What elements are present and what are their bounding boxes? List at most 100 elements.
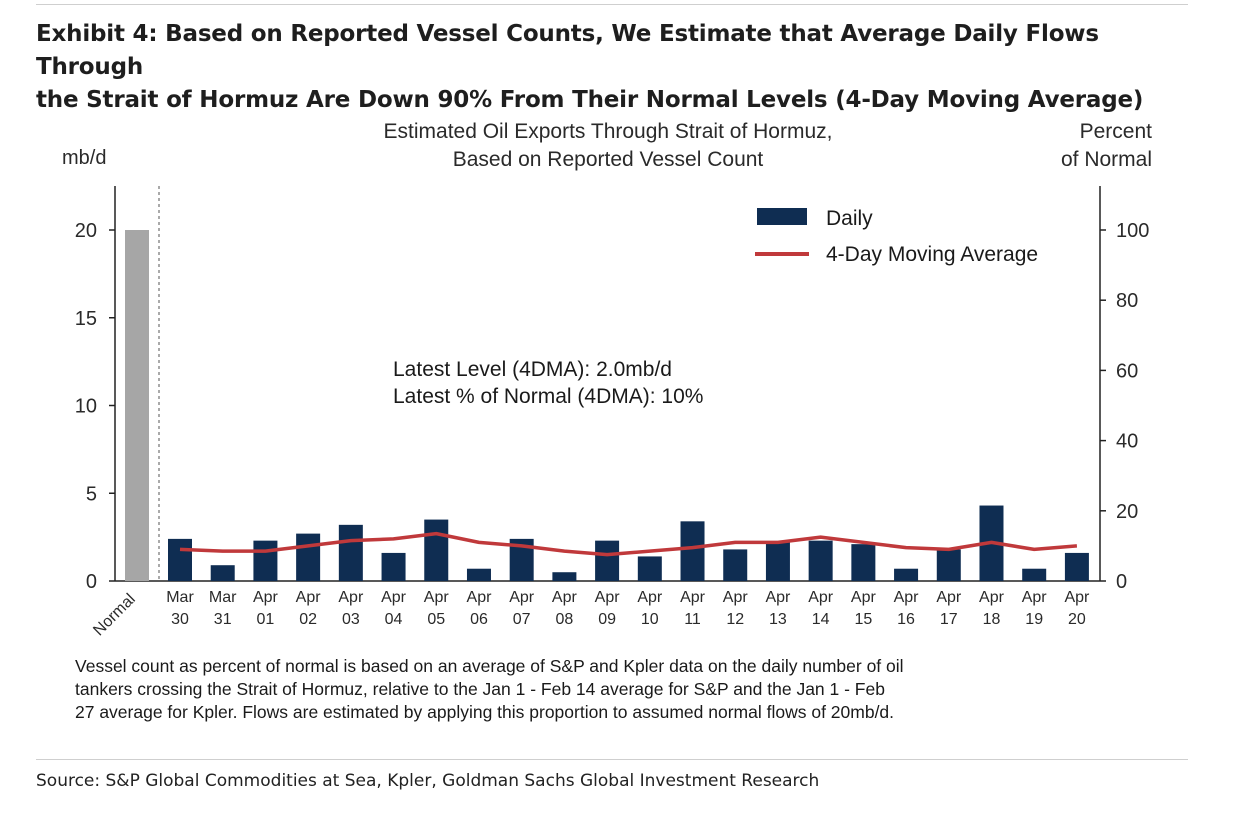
category-day-label: 18 [983, 611, 1001, 628]
category-month-label: Apr [723, 589, 749, 606]
category-day-label: 30 [171, 611, 189, 628]
category-month-label: Apr [296, 589, 322, 606]
normal-label: Normal [90, 591, 138, 639]
category-day-label: 02 [299, 611, 317, 628]
daily-bar [808, 540, 833, 581]
line-group [179, 531, 1078, 557]
category-day-label: 17 [940, 611, 958, 628]
exhibit-title-line2: the Strait of Hormuz Are Down 90% From T… [36, 87, 1144, 113]
category-month-label: Apr [424, 589, 450, 606]
annotation-latest-percent: Latest % of Normal (4DMA): 10% [393, 385, 703, 408]
right-tick-label: 80 [1116, 290, 1138, 312]
normal-bar [125, 230, 149, 581]
category-day-label: 08 [555, 611, 573, 628]
right-tick-label: 0 [1116, 571, 1127, 593]
category-month-label: Mar [166, 589, 194, 606]
category-day-label: 09 [598, 611, 616, 628]
category-day-label: 10 [641, 611, 659, 628]
daily-bar [637, 556, 662, 581]
category-day-label: 01 [257, 611, 275, 628]
daily-bar [466, 568, 491, 581]
daily-bar [851, 544, 876, 581]
category-day-label: 04 [385, 611, 403, 628]
right-tick-label: 20 [1116, 501, 1138, 523]
category-month-label: Apr [253, 589, 279, 606]
category-month-label: Apr [808, 589, 834, 606]
category-day-label: 20 [1068, 611, 1086, 628]
left-tick-label: 5 [86, 483, 97, 505]
left-tick-label: 10 [75, 396, 97, 418]
left-tick-label: 0 [86, 571, 97, 593]
category-month-label: Apr [765, 589, 791, 606]
daily-bar [723, 549, 748, 581]
bottom-rule [36, 759, 1188, 760]
exhibit-title-line1: Exhibit 4: Based on Reported Vessel Coun… [36, 21, 1099, 80]
chart-title-line1: Estimated Oil Exports Through Strait of … [383, 120, 833, 143]
category-month-label: Apr [509, 589, 535, 606]
right-tick-label: 40 [1116, 431, 1138, 453]
footnote: Vessel count as percent of normal is bas… [75, 655, 1155, 724]
legend-daily-label: Daily [826, 207, 873, 230]
category-month-label: Apr [637, 589, 663, 606]
daily-bar [424, 519, 449, 581]
category-month-label: Apr [979, 589, 1005, 606]
daily-bar [168, 538, 192, 581]
right-tick-label: 60 [1116, 360, 1138, 382]
category-day-label: 16 [897, 611, 915, 628]
category-day-label: 31 [214, 611, 232, 628]
right-tick-label: 100 [1116, 220, 1149, 242]
right-axis-unit: Percent of Normal [1061, 118, 1152, 174]
category-month-label: Apr [894, 589, 920, 606]
category-day-label: 07 [513, 611, 531, 628]
exhibit-title: Exhibit 4: Based on Reported Vessel Coun… [36, 18, 1196, 117]
legend: Daily 4-Day Moving Average [755, 207, 1038, 266]
category-day-label: 03 [342, 611, 360, 628]
source-note: Source: S&P Global Commodities at Sea, K… [36, 771, 820, 791]
footnote-line3: 27 average for Kpler. Flows are estimate… [75, 702, 895, 722]
category-day-label: 05 [427, 611, 445, 628]
chart-title-line2: Based on Reported Vessel Count [452, 148, 764, 171]
right-axis-unit-line2: of Normal [1060, 148, 1152, 171]
category-month-label: Apr [595, 589, 621, 606]
left-axis-unit: mb/d [62, 147, 107, 169]
daily-bar [894, 568, 919, 581]
category-month-label: Apr [851, 589, 877, 606]
footnote-line1: Vessel count as percent of normal is bas… [75, 656, 904, 676]
left-tick-label: 15 [75, 308, 97, 330]
daily-bar [338, 524, 363, 581]
daily-bar [253, 540, 278, 581]
category-day-label: 13 [769, 611, 787, 628]
category-day-label: 06 [470, 611, 488, 628]
daily-bar [936, 549, 961, 581]
legend-4dma-label: 4-Day Moving Average [826, 243, 1038, 266]
daily-bar [595, 540, 620, 581]
category-day-label: 12 [726, 611, 744, 628]
footnote-line2: tankers crossing the Strait of Hormuz, r… [75, 679, 885, 699]
category-day-label: 11 [684, 611, 701, 628]
category-month-label: Apr [467, 589, 493, 606]
category-month-label: Apr [936, 589, 962, 606]
legend-daily-swatch [757, 208, 807, 225]
category-day-label: 19 [1025, 611, 1043, 628]
daily-bar [210, 565, 235, 581]
moving-average-line [179, 531, 1078, 557]
category-day-label: 15 [854, 611, 872, 628]
left-tick-label: 20 [75, 220, 97, 242]
daily-bar [1064, 552, 1089, 581]
top-rule [36, 4, 1188, 5]
category-month-label: Mar [209, 589, 237, 606]
category-day-label: 14 [812, 611, 830, 628]
daily-bar [765, 542, 790, 581]
category-month-label: Apr [552, 589, 578, 606]
daily-bar [1022, 568, 1047, 581]
right-axis-unit-line1: Percent [1079, 120, 1152, 143]
chart-title: Estimated Oil Exports Through Strait of … [300, 118, 916, 174]
category-month-label: Apr [1022, 589, 1048, 606]
daily-bar [296, 533, 321, 581]
daily-bar [552, 572, 577, 581]
daily-bar [680, 521, 705, 581]
category-month-label: Apr [338, 589, 364, 606]
category-month-label: Apr [680, 589, 706, 606]
